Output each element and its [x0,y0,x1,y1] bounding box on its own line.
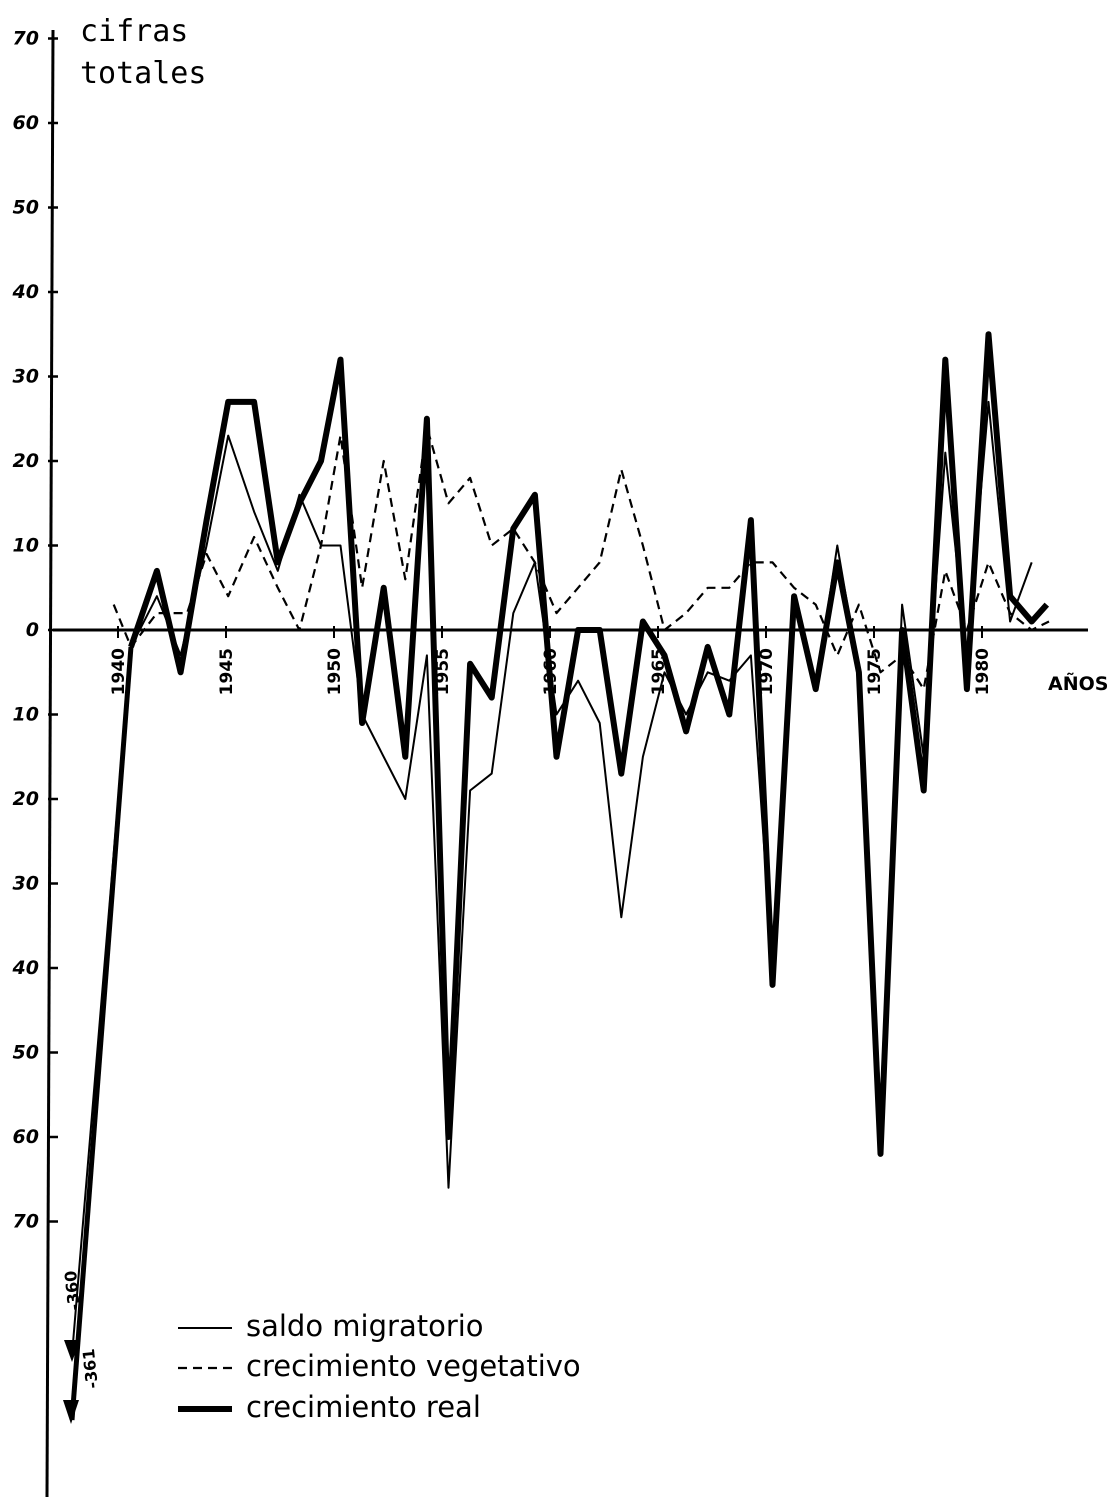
y-axis-label-line1: cifras [80,14,188,49]
annotations: -360 -361 [61,1270,102,1390]
legend-label: saldo migratorio [246,1309,484,1343]
y-axis: 70 60 50 40 30 20 10 0 10 20 30 40 50 60 70 [12,28,58,1497]
y-tick-label: 40 [12,281,39,303]
x-tick-label: 1980 [973,648,993,695]
annotation-label: -361 [79,1348,102,1390]
x-tick-label: 1950 [325,648,345,695]
series-line-off-scale-real [69,646,134,1421]
y-tick-label: 30 [13,366,39,388]
legend-label: crecimiento real [246,1390,481,1424]
legend: saldo migratorio crecimiento vegetativo cr… [178,1309,581,1424]
y-axis-line [45,29,55,1497]
arrowhead-marker [63,1400,79,1424]
y-tick-label: 60 [13,1126,39,1148]
y-tick-label: 40 [12,957,39,979]
x-tick-label: 1940 [109,648,129,695]
legend-label: crecimiento vegetativo [246,1349,581,1383]
y-tick-label: 50 [13,197,39,219]
y-axis-label-line2: totales [80,56,206,91]
y-tick-label: 60 [13,112,39,134]
y-tick-label: 30 [13,873,39,895]
annotation-label: -360 [61,1270,84,1312]
series-line-crecimiento-vegetativo [112,426,1050,691]
x-tick-label: 1955 [433,648,453,695]
y-tick-label: 20 [13,450,39,472]
x-tick-label: 1945 [217,648,237,695]
x-axis-label: AÑOS [1048,671,1108,695]
y-tick-label: 20 [13,788,39,810]
x-tick-label: 1970 [757,648,777,695]
y-tick-label: 70 [13,1211,39,1233]
x-axis: 1940 1945 1950 1955 1960 1965 1970 1975 1980 [53,626,1088,695]
y-tick-label: 50 [13,1042,39,1064]
y-tick-label: 10 [13,704,39,726]
x-tick-label: 1975 [865,648,885,695]
y-tick-label: 70 [13,28,39,50]
arrowhead-marker [64,1340,80,1362]
series-line-crecimiento-real [128,331,1050,1157]
y-tick-label: 10 [13,535,39,557]
series-layer [63,331,1050,1424]
y-tick-label: 0 [26,619,39,641]
